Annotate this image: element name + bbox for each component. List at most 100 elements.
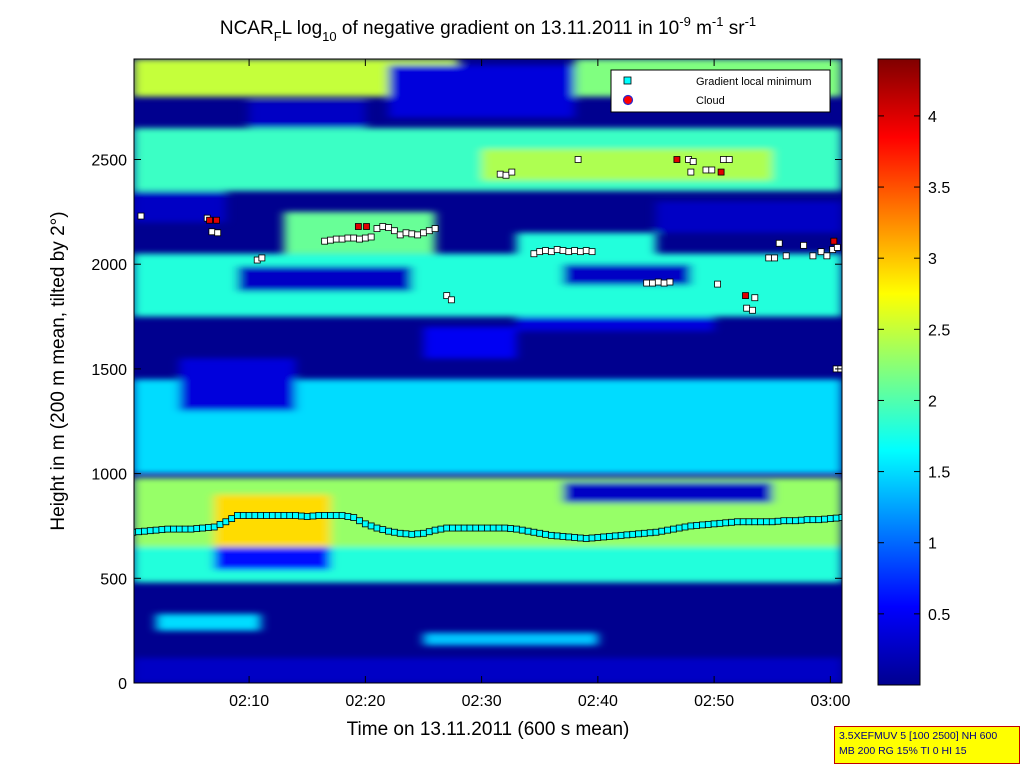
upper-gradient-marker	[654, 278, 662, 286]
y-tick-label: 2000	[91, 257, 127, 274]
upper-gradient-marker	[565, 248, 573, 256]
cloud-marker	[830, 237, 838, 245]
upper-gradient-marker	[443, 292, 451, 300]
upper-gradient-marker	[338, 235, 346, 243]
gradient-minimum-marker	[501, 524, 509, 532]
gradient-minimum-marker	[257, 512, 265, 519]
gradient-minimum-marker	[268, 512, 276, 519]
upper-gradient-marker	[431, 225, 439, 233]
gradient-minimum-marker	[449, 524, 456, 532]
upper-gradient-marker	[577, 248, 584, 256]
gradient-minimum-marker	[478, 524, 486, 532]
x-axis-label: Time on 13.11.2011 (600 s mean)	[347, 719, 630, 740]
plot-area	[133, 58, 848, 684]
gradient-minimum-marker	[739, 518, 747, 526]
gradient-minimum-marker	[588, 534, 596, 542]
upper-gradient-marker	[344, 234, 352, 242]
heat-band	[516, 232, 656, 261]
gradient-minimum-marker	[460, 524, 468, 532]
upper-gradient-marker	[553, 246, 561, 253]
colorbar-frame	[877, 58, 921, 686]
gradient-minimum-marker	[547, 531, 555, 539]
upper-gradient-marker	[809, 252, 817, 260]
gradient-minimum-marker	[141, 527, 148, 535]
gradient-minimum-marker	[507, 525, 515, 532]
gradient-minimum-marker	[518, 526, 526, 534]
gradient-minimum-marker	[425, 528, 433, 536]
upper-gradient-marker	[660, 279, 668, 287]
gradient-minimum-marker	[821, 515, 828, 523]
gradient-minimum-marker	[152, 526, 160, 534]
info-line-2: MB 200 RG 15% TI 0 HI 15	[839, 745, 967, 757]
heat-band	[214, 546, 331, 570]
gradient-minimum-marker	[361, 520, 369, 528]
gradient-minimum-marker	[216, 520, 224, 528]
gradient-minimum-marker	[199, 524, 206, 532]
x-tick-label: 03:00	[810, 693, 850, 710]
x-tick-label: 02:30	[462, 693, 502, 710]
colorbar-gradient	[878, 59, 920, 685]
gradient-minimum-marker	[338, 512, 346, 519]
gradient-minimum-marker	[763, 518, 770, 526]
gradient-minimum-marker	[315, 512, 323, 519]
colorbar-tick-label: 2	[928, 393, 937, 410]
heat-band	[562, 481, 773, 503]
gradient-minimum-marker	[303, 513, 311, 520]
gradient-minimum-marker	[652, 528, 660, 536]
gradient-minimum-marker	[577, 534, 584, 542]
gradient-minimum-marker	[832, 514, 840, 522]
upper-gradient-marker	[547, 248, 555, 256]
gradient-minimum-marker	[327, 512, 334, 519]
gradient-minimum-marker	[344, 513, 352, 520]
x-tick-label: 02:40	[578, 693, 618, 710]
upper-gradient-marker	[327, 236, 334, 244]
gradient-minimum-marker	[582, 535, 590, 542]
gradient-minimum-marker	[356, 517, 363, 525]
gradient-minimum-marker	[809, 516, 817, 524]
upper-gradient-marker	[743, 304, 751, 312]
upper-gradient-marker	[800, 241, 808, 249]
gradient-minimum-marker	[187, 525, 195, 533]
gradient-minimum-marker	[664, 526, 672, 534]
gradient-minimum-marker	[158, 526, 166, 534]
colorbar-tick-label: 2.5	[928, 322, 950, 339]
upper-gradient-marker	[775, 239, 783, 247]
gradient-minimum-marker	[797, 516, 805, 524]
upper-gradient-marker	[842, 366, 848, 372]
legend-square-marker	[623, 76, 632, 85]
upper-gradient-marker	[542, 247, 549, 254]
upper-gradient-marker	[536, 248, 544, 256]
gradient-minimum-marker	[431, 526, 439, 534]
legend-box	[610, 69, 831, 113]
gradient-minimum-marker	[745, 518, 753, 526]
y-tick-label: 0	[118, 676, 127, 693]
upper-gradient-marker	[588, 248, 596, 256]
gradient-minimum-marker	[803, 516, 811, 524]
y-axis-label: Height in m (200 m mean, tilted by 2°)	[48, 211, 69, 530]
gradient-minimum-marker	[646, 529, 654, 537]
upper-gradient-marker	[720, 156, 727, 163]
gradient-minimum-marker	[292, 512, 299, 519]
heat-band	[249, 100, 366, 129]
gradient-minimum-marker	[640, 529, 648, 537]
heat-band	[423, 632, 598, 646]
upper-gradient-marker	[356, 235, 363, 243]
heat-band	[423, 327, 517, 359]
gradient-minimum-marker	[513, 525, 520, 533]
info-box: 3.5XEFMUV 5 [100 2500] NH 600 MB 200 RG …	[834, 726, 1020, 764]
gradient-minimum-marker	[675, 524, 683, 532]
gradient-minimum-marker	[414, 530, 422, 538]
gradient-minimum-marker	[617, 531, 625, 539]
gradient-minimum-marker	[594, 534, 602, 541]
gradient-minimum-marker	[298, 512, 305, 520]
gradient-minimum-marker	[774, 517, 782, 525]
gradient-minimum-marker	[553, 532, 561, 540]
gradient-minimum-marker	[420, 529, 427, 537]
gradient-minimum-marker	[408, 530, 416, 538]
upper-gradient-marker	[823, 252, 831, 260]
gradient-minimum-marker	[228, 515, 236, 523]
upper-gradient-marker	[687, 168, 695, 176]
upper-gradient-marker	[414, 231, 422, 239]
upper-gradient-marker	[391, 227, 398, 235]
gradient-minimum-marker	[309, 512, 317, 520]
